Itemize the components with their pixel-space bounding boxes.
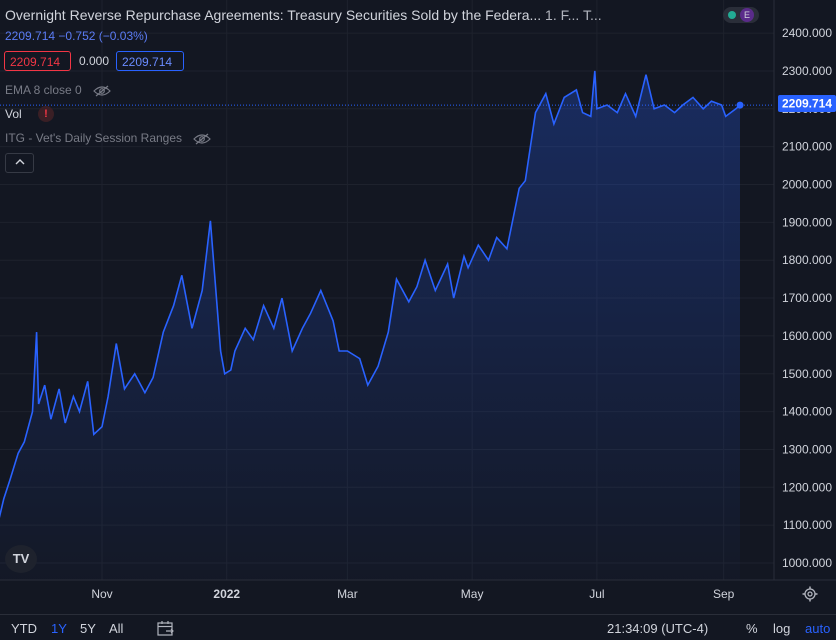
market-status-dot bbox=[728, 11, 736, 19]
bottom-toolbar: YTD 1Y 5Y All 21:34:09 (UTC-4) % log aut… bbox=[0, 614, 836, 640]
x-tick-label: Jul bbox=[589, 587, 604, 601]
time-axis[interactable]: Nov 2022 Mar May Jul Sep bbox=[91, 587, 734, 601]
y-tick-label: 1300.000 bbox=[782, 442, 832, 456]
ema-indicator[interactable]: EMA 8 close 0 bbox=[5, 83, 111, 97]
sell-price-box[interactable]: 2209.714 bbox=[4, 51, 71, 71]
period-ytd-button[interactable]: YTD bbox=[11, 621, 37, 636]
interval-label[interactable]: 1. bbox=[545, 7, 557, 23]
clock-label[interactable]: 21:34:09 (UTC-4) bbox=[607, 621, 709, 636]
y-tick-label: 2400.000 bbox=[782, 26, 832, 40]
chevron-up-icon bbox=[15, 159, 24, 165]
status-badges[interactable]: E bbox=[723, 7, 759, 23]
y-tick-label: 1200.000 bbox=[782, 480, 832, 494]
eye-off-icon[interactable] bbox=[193, 133, 212, 145]
x-tick-label: 2022 bbox=[213, 587, 240, 601]
period-1y-button[interactable]: 1Y bbox=[51, 621, 67, 636]
y-tick-label: 1900.000 bbox=[782, 215, 832, 229]
svg-text:2209.714: 2209.714 bbox=[782, 97, 832, 111]
warning-icon[interactable]: ! bbox=[38, 106, 54, 122]
earnings-badge[interactable]: E bbox=[740, 8, 754, 22]
auto-scale-button[interactable]: auto bbox=[805, 621, 831, 636]
last-price-marker bbox=[736, 101, 744, 109]
symbol-title[interactable]: Overnight Reverse Repurchase Agreements:… bbox=[5, 7, 542, 23]
series-area bbox=[0, 70, 740, 580]
ema-label: EMA 8 close 0 bbox=[5, 83, 82, 97]
y-tick-label: 2100.000 bbox=[782, 140, 832, 154]
gear-icon[interactable] bbox=[802, 586, 818, 602]
source-label[interactable]: F... bbox=[560, 7, 580, 23]
period-all-button[interactable]: All bbox=[109, 621, 124, 636]
y-tick-label: 1400.000 bbox=[782, 405, 832, 419]
y-tick-label: 1100.000 bbox=[783, 518, 832, 532]
chart-title[interactable]: Overnight Reverse Repurchase Agreements:… bbox=[5, 7, 602, 23]
series-line bbox=[0, 70, 741, 519]
log-scale-button[interactable]: log bbox=[773, 621, 791, 636]
x-tick-label: May bbox=[461, 587, 484, 601]
y-tick-label: 2000.000 bbox=[782, 178, 832, 192]
percent-scale-button[interactable]: % bbox=[746, 621, 758, 636]
itg-label: ITG - Vet's Daily Session Ranges bbox=[5, 131, 183, 145]
period-5y-button[interactable]: 5Y bbox=[80, 621, 96, 636]
extra-label[interactable]: T... bbox=[582, 7, 602, 23]
y-tick-label: 1000.000 bbox=[782, 556, 832, 570]
x-tick-label: Mar bbox=[337, 587, 358, 601]
calendar-range-icon[interactable] bbox=[157, 620, 175, 636]
tradingview-logo[interactable]: TV bbox=[5, 545, 37, 573]
buy-price-box[interactable]: 2209.714 bbox=[116, 51, 184, 71]
collapse-legend-button[interactable] bbox=[5, 153, 34, 173]
itg-indicator[interactable]: ITG - Vet's Daily Session Ranges bbox=[5, 131, 212, 145]
x-tick-label: Sep bbox=[713, 587, 735, 601]
y-tick-label: 1600.000 bbox=[782, 329, 832, 343]
vol-indicator[interactable]: Vol bbox=[5, 107, 22, 121]
eye-off-icon[interactable] bbox=[93, 85, 111, 97]
last-price-label: 2209.714 bbox=[778, 95, 836, 112]
price-change: 2209.714 −0.752 (−0.03%) bbox=[5, 29, 148, 43]
spread-value: 0.000 bbox=[79, 54, 110, 68]
y-tick-label: 1700.000 bbox=[782, 291, 832, 305]
y-tick-label: 1500.000 bbox=[782, 367, 832, 381]
y-tick-label: 1800.000 bbox=[782, 253, 832, 267]
x-tick-label: Nov bbox=[91, 587, 112, 601]
y-tick-label: 2300.000 bbox=[782, 64, 832, 78]
